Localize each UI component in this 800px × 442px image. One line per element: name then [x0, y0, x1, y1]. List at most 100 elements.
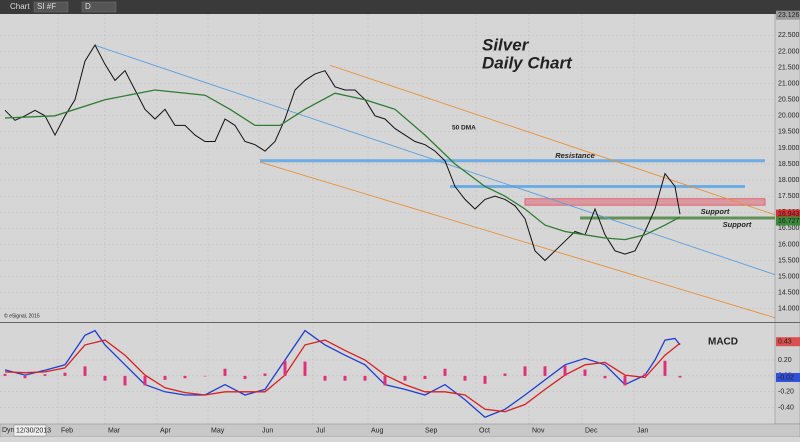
histogram-bar: [678, 375, 682, 378]
histogram-bar: [203, 375, 207, 377]
level-label: Support: [701, 207, 730, 216]
y-tick-label: 16.500: [778, 225, 800, 232]
histogram-bar: [243, 375, 247, 380]
y-tick-label: 15.000: [778, 273, 800, 280]
histogram-bar: [443, 368, 447, 376]
y-tick-label: 19.500: [778, 129, 800, 136]
y-tick-label: 22.500: [778, 32, 800, 39]
x-tick-label: Aug: [371, 427, 384, 434]
pane-title: MACD: [708, 337, 738, 348]
x-tick-label: Sep: [425, 427, 438, 434]
histogram-bar: [523, 366, 527, 376]
y-tick-label: 16.000: [778, 241, 800, 248]
chart-title: Silver: [482, 35, 530, 54]
date-box: [13, 424, 47, 437]
histogram-bar: [663, 360, 667, 376]
x-tick-label: Mar: [108, 427, 121, 434]
price-tag: [776, 372, 800, 382]
histogram-bar: [643, 373, 647, 376]
y-tick-label: -0.20: [778, 389, 794, 396]
price-tag: [776, 337, 800, 347]
histogram-bar: [43, 374, 47, 376]
histogram-bar: [303, 361, 307, 376]
histogram-bar: [143, 375, 147, 386]
y-tick-label: 21.500: [778, 64, 800, 71]
level-label: Resistance: [555, 151, 595, 160]
price-tag-label: -0.02: [778, 374, 794, 381]
histogram-bar: [163, 375, 167, 380]
price-tag-label: 0.43: [778, 339, 792, 346]
histogram-bar: [383, 375, 387, 386]
histogram-bar: [103, 375, 107, 381]
histogram-bar: [343, 375, 347, 381]
symbol-box[interactable]: [33, 1, 69, 13]
y-tick-label: 21.000: [778, 80, 800, 87]
histogram-bar: [63, 372, 67, 376]
price-tag: [776, 209, 800, 219]
histogram-bar: [263, 373, 267, 376]
x-tick-label: Feb: [61, 427, 73, 434]
series-line: [4, 43, 681, 262]
y-tick-label: 17.500: [778, 193, 800, 200]
y-tick-label: -0.40: [778, 405, 794, 412]
histogram-bar: [583, 369, 587, 376]
histogram-bar: [543, 366, 547, 376]
trendline: [329, 64, 776, 216]
series-line: [4, 329, 681, 418]
histogram-bar: [83, 366, 87, 376]
y-tick-label: 20.000: [778, 113, 800, 120]
y-tick-label: 22.000: [778, 48, 800, 55]
histogram-bar: [23, 375, 27, 379]
histogram-bar: [463, 375, 467, 381]
mode: Dyn: [2, 427, 15, 434]
y-tick-label: 19.000: [778, 145, 800, 152]
y-tick-label: 14.000: [778, 306, 800, 313]
histogram-bar: [183, 375, 187, 379]
support-band: [524, 198, 766, 206]
trendline: [259, 161, 776, 319]
y-tick-label: 14.500: [778, 290, 800, 297]
chart-subtitle: Daily Chart: [482, 53, 573, 72]
histogram-bar: [623, 375, 627, 386]
histogram-bar: [283, 360, 287, 376]
level-label: Support: [723, 220, 752, 229]
histogram-bar: [403, 375, 407, 381]
histogram-bar: [423, 375, 427, 380]
y-tick-label: 15.500: [778, 257, 800, 264]
trendline: [94, 44, 776, 276]
x-tick-label: Dec: [585, 427, 598, 434]
x-tick-label: Jan: [637, 427, 648, 434]
price-tag-label: 23.126: [778, 12, 800, 19]
histogram-bar: [363, 375, 367, 381]
histogram-bar: [3, 373, 7, 376]
window-title: Chart: [10, 2, 30, 11]
plot-area: Resistance Support Support 50 DMA SilverDail…: [0, 14, 776, 424]
price-tag-label: 16.943: [778, 211, 800, 218]
x-tick-label: Jun: [262, 427, 273, 434]
histogram-bar: [603, 375, 607, 379]
interval[interactable]: D: [85, 2, 91, 11]
histogram-bar: [563, 365, 567, 376]
date: 12/30/2013: [16, 427, 51, 434]
histogram-bar: [323, 375, 327, 381]
x-tick-label: Nov: [532, 427, 545, 434]
price-tag: [776, 10, 800, 20]
y-tick-label: 20.500: [778, 97, 800, 104]
series-line: [4, 339, 681, 413]
histogram-bar: [123, 375, 127, 386]
y-tick-label: 0.20: [778, 357, 792, 364]
x-tick-label: Apr: [160, 427, 172, 434]
toolbar: [0, 0, 800, 14]
series-line: [4, 89, 681, 241]
credit: © eSignal, 2015: [4, 312, 40, 319]
symbol[interactable]: SI #F: [37, 2, 56, 11]
histogram-bar: [503, 373, 507, 376]
x-tick-label: Oct: [479, 427, 490, 434]
price-tag: [776, 216, 800, 226]
y-tick-label: 18.500: [778, 161, 800, 168]
price-tag-label: 16.727: [778, 218, 800, 225]
x-tick-label: May: [211, 427, 225, 434]
y-tick-label: 18.000: [778, 177, 800, 184]
interval-box[interactable]: [81, 1, 117, 13]
